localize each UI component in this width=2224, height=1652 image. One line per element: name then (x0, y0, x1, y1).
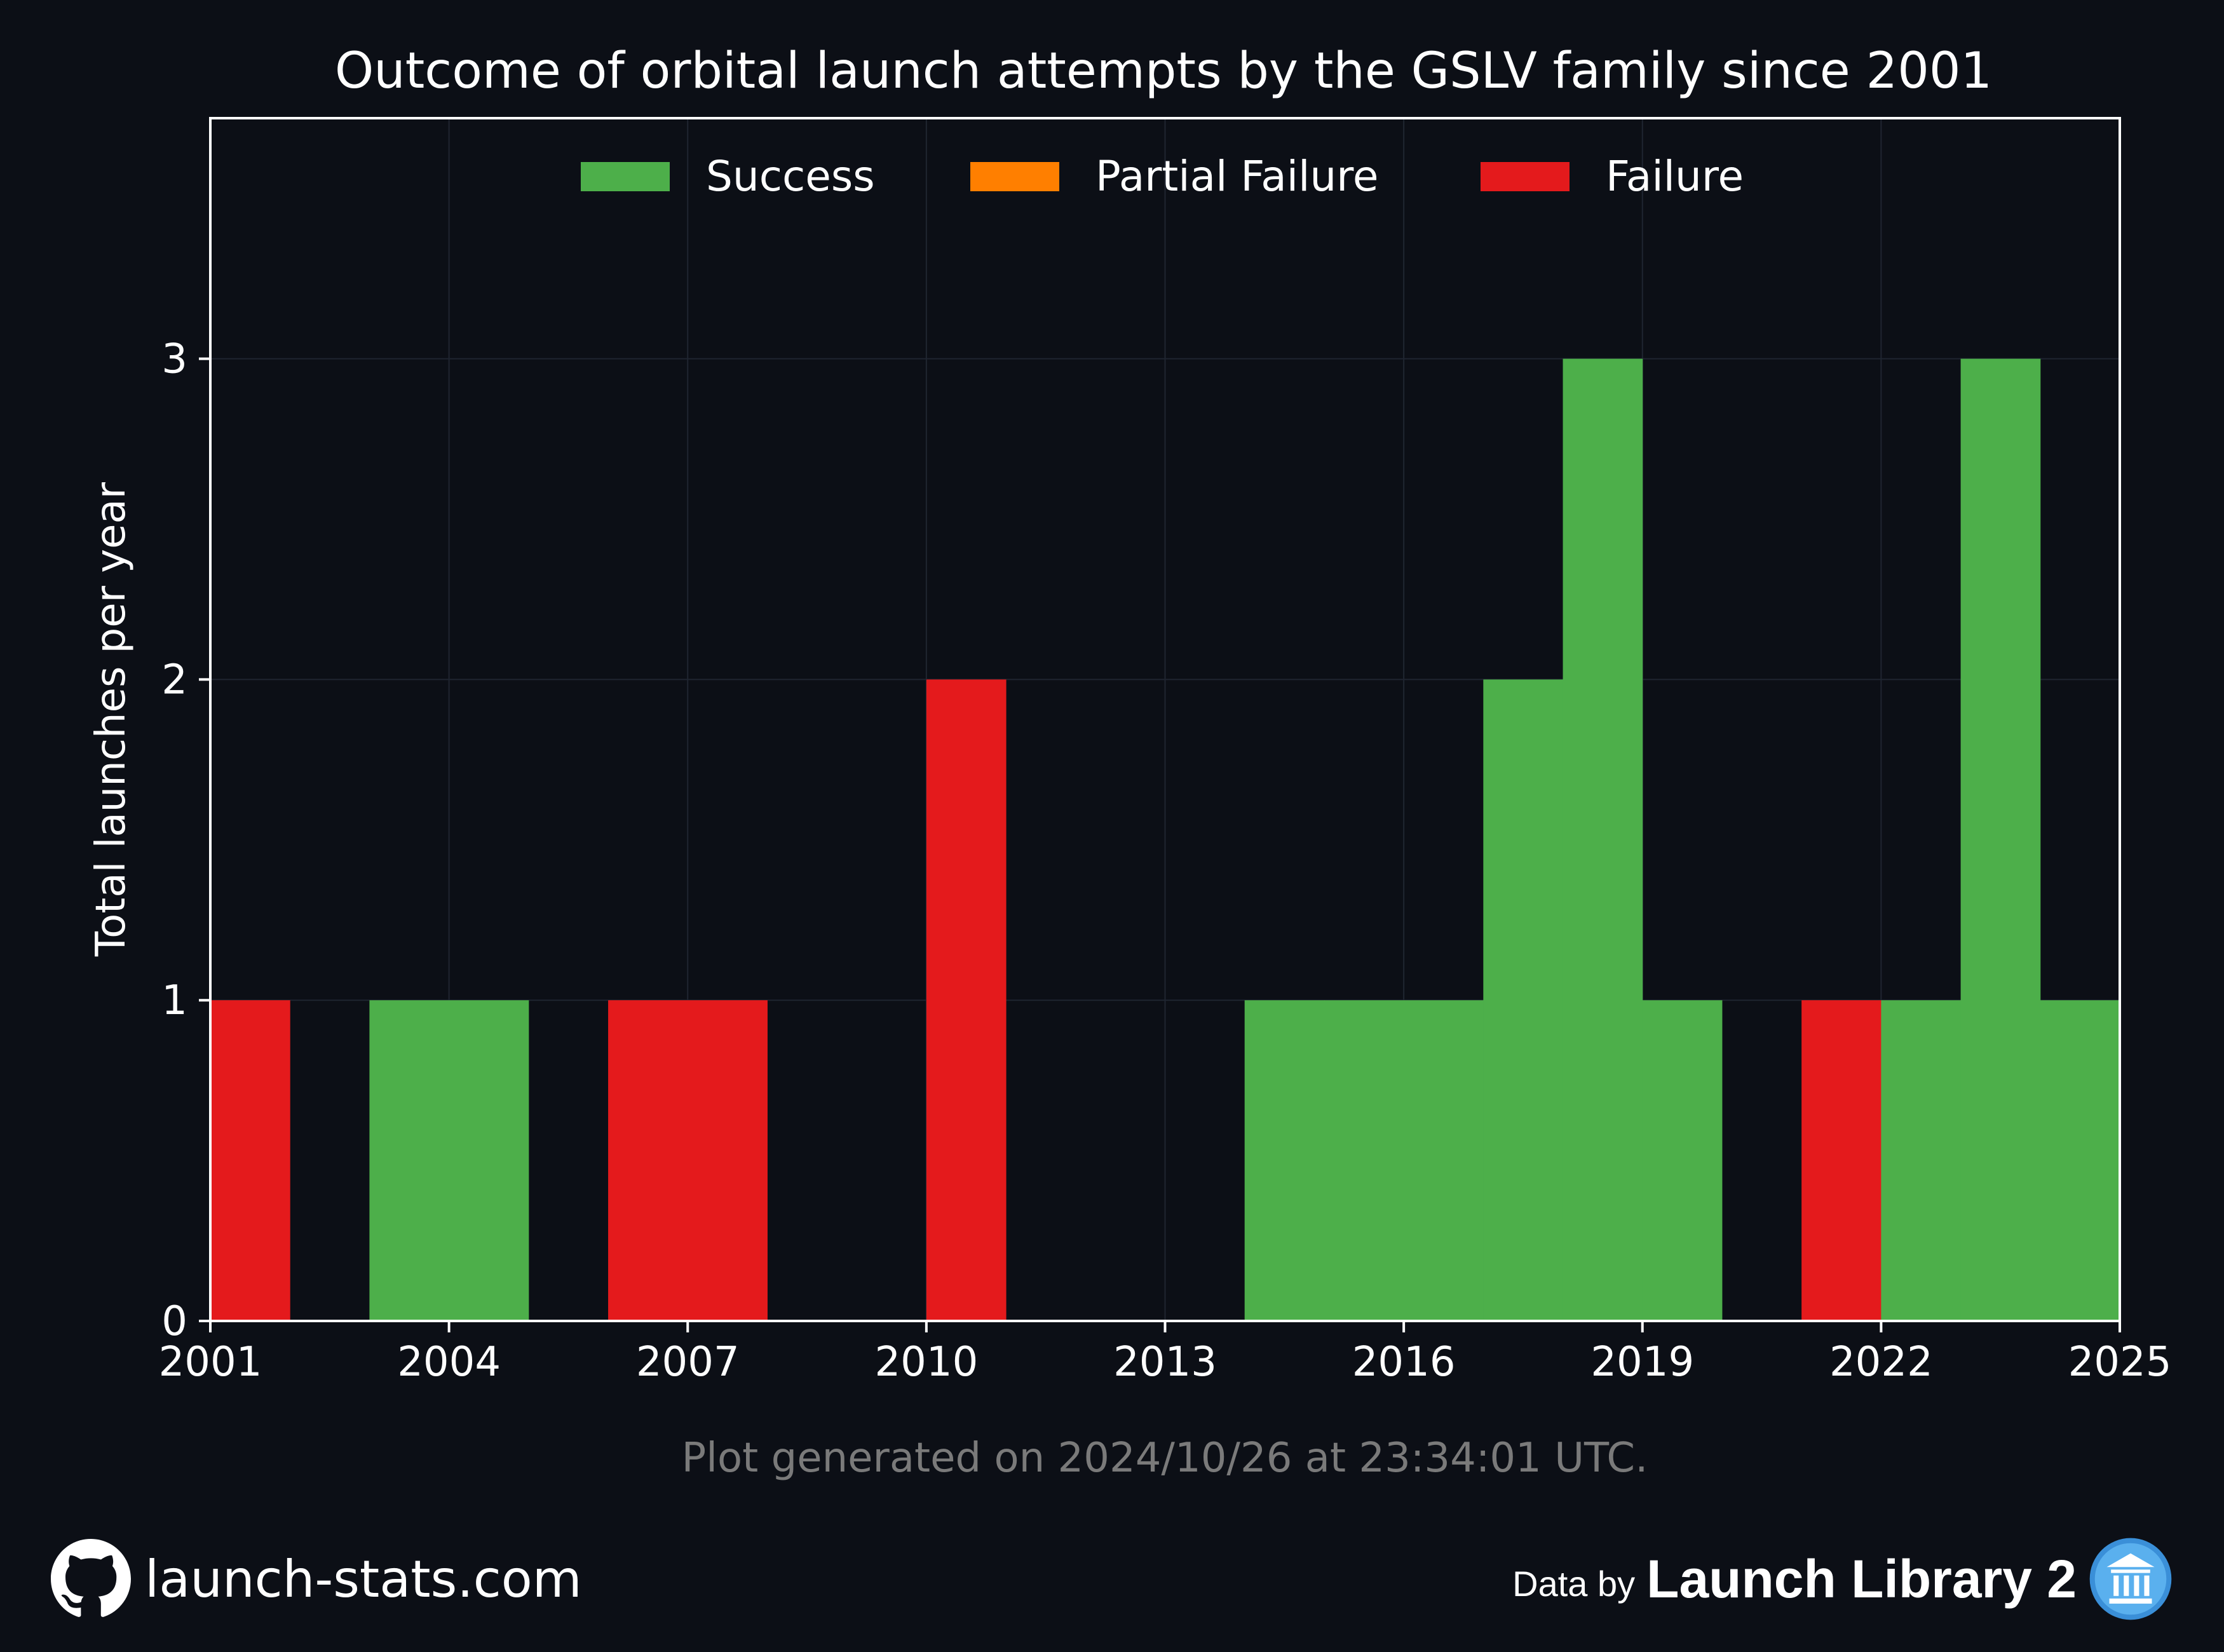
legend-swatch-partial-failure (970, 162, 1059, 191)
data-by-label: Data by (1512, 1563, 1636, 1604)
legend-swatch-failure (1481, 162, 1570, 191)
bar-success-2003 (369, 1000, 450, 1321)
github-icon (51, 1539, 131, 1617)
axis-ticks: 2001 2004 2007 2010 2013 2016 2019 2022 2025 0 1 2 3 (159, 336, 2172, 1386)
bar-success-2023 (1960, 358, 2041, 1321)
legend: Success Partial Failure Failure (581, 152, 1744, 201)
bar-failure-2006 (608, 1000, 688, 1321)
y-tick-label: 1 (161, 977, 187, 1024)
launch-library-icon (2089, 1538, 2172, 1620)
chart-title: Outcome of orbital launch attempts by th… (335, 43, 1992, 100)
footer-site[interactable]: launch-stats.com (51, 1538, 582, 1620)
x-tick-label: 2007 (636, 1339, 740, 1386)
bar-success-2024 (2040, 1000, 2120, 1321)
bar-success-2018 (1563, 358, 1643, 1321)
bars (210, 358, 2120, 1321)
bar-success-2017 (1483, 679, 1564, 1321)
bar-failure-2007 (688, 1000, 768, 1321)
y-axis-label: Total launches per year (88, 482, 135, 957)
legend-swatch-success (581, 162, 670, 191)
y-tick-label: 2 (161, 656, 187, 703)
bar-success-2004 (449, 1000, 529, 1321)
bar-success-2016 (1404, 1000, 1484, 1321)
x-tick-label: 2004 (397, 1339, 501, 1386)
bar-success-2015 (1324, 1000, 1404, 1321)
footer-data-source[interactable]: Data by Launch Library 2 (1512, 1538, 2173, 1620)
bar-success-2014 (1244, 1000, 1325, 1321)
y-tick-label: 3 (161, 336, 187, 383)
legend-label-success: Success (706, 152, 875, 201)
bar-success-2022 (1881, 1000, 1962, 1321)
y-tick-label: 0 (161, 1298, 187, 1345)
plot-generated-note: Plot generated on 2024/10/26 at 23:34:01… (682, 1435, 1648, 1482)
x-tick-label: 2022 (1829, 1339, 1933, 1386)
x-tick-label: 2001 (159, 1339, 262, 1386)
bar-failure-2010 (926, 679, 1007, 1321)
x-tick-label: 2013 (1113, 1339, 1217, 1386)
x-tick-label: 2010 (874, 1339, 978, 1386)
bar-success-2019 (1642, 1000, 1723, 1321)
x-tick-label: 2019 (1590, 1339, 1694, 1386)
bar-failure-2001 (210, 1000, 290, 1321)
x-tick-label: 2025 (2068, 1339, 2172, 1386)
legend-label-failure: Failure (1606, 152, 1744, 201)
legend-label-partial-failure: Partial Failure (1095, 152, 1379, 201)
data-source-name: Launch Library 2 (1646, 1548, 2077, 1609)
bar-failure-2021 (1801, 1000, 1882, 1321)
site-name: launch-stats.com (145, 1549, 582, 1609)
x-tick-label: 2016 (1352, 1339, 1456, 1386)
